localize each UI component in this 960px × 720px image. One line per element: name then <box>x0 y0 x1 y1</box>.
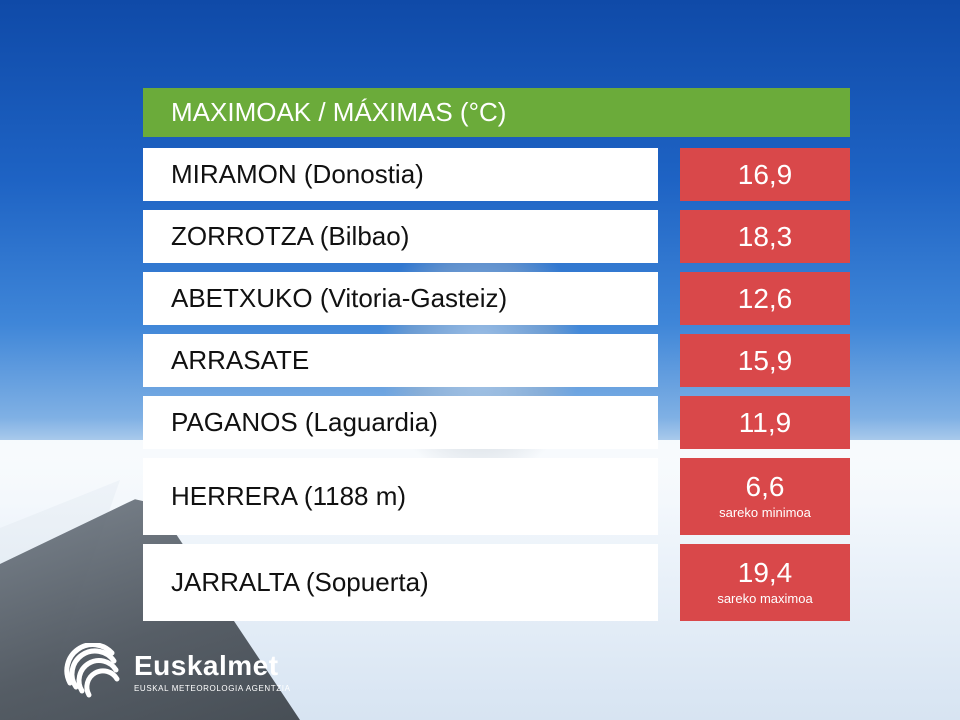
station-name-row: ABETXUKO (Vitoria-Gasteiz) <box>143 272 658 325</box>
station-value-cell: 16,9 <box>680 148 850 201</box>
euskalmet-logo: Euskalmet EUSKAL METEOROLOGIA AGENTZIA <box>62 643 291 701</box>
station-value-cell: 19,4 sareko maximoa <box>680 544 850 621</box>
station-name-row: ARRASATE <box>143 334 658 387</box>
station-value-cell: 11,9 <box>680 396 850 449</box>
logo-subtitle: EUSKAL METEOROLOGIA AGENTZIA <box>134 684 291 693</box>
station-name-row: HERRERA (1188 m) <box>143 458 658 535</box>
station-value-cell: 18,3 <box>680 210 850 263</box>
station-value: 16,9 <box>737 158 793 190</box>
station-name: HERRERA (1188 m) <box>171 481 407 511</box>
station-name: JARRALTA (Sopuerta) <box>171 567 429 597</box>
logo-name: Euskalmet <box>134 650 279 681</box>
station-value: 6,6 <box>745 470 785 502</box>
station-value: 15,9 <box>737 344 793 376</box>
station-name-row: MIRAMON (Donostia) <box>143 148 658 201</box>
station-name-row: JARRALTA (Sopuerta) <box>143 544 658 621</box>
station-value: 18,3 <box>737 220 793 252</box>
station-value-cell: 15,9 <box>680 334 850 387</box>
station-value: 19,4 <box>737 556 793 588</box>
station-name-row: ZORROTZA (Bilbao) <box>143 210 658 263</box>
station-name-row: PAGANOS (Laguardia) <box>143 396 658 449</box>
euskalmet-logo-icon <box>64 643 120 698</box>
station-value-note: sareko minimoa <box>719 504 811 520</box>
station-name: MIRAMON (Donostia) <box>171 159 424 189</box>
station-value-cell: 6,6 sareko minimoa <box>680 458 850 535</box>
table-title: MAXIMOAK / MÁXIMAS (°C) <box>171 97 507 127</box>
station-value-cell: 12,6 <box>680 272 850 325</box>
station-value: 12,6 <box>737 282 793 314</box>
station-name: ARRASATE <box>171 345 310 375</box>
station-name: ZORROTZA (Bilbao) <box>171 221 410 251</box>
station-name: PAGANOS (Laguardia) <box>171 407 438 437</box>
station-name: ABETXUKO (Vitoria-Gasteiz) <box>171 283 508 313</box>
table-header: MAXIMOAK / MÁXIMAS (°C) <box>143 88 850 137</box>
station-value-note: sareko maximoa <box>717 590 813 606</box>
station-value: 11,9 <box>738 406 792 438</box>
